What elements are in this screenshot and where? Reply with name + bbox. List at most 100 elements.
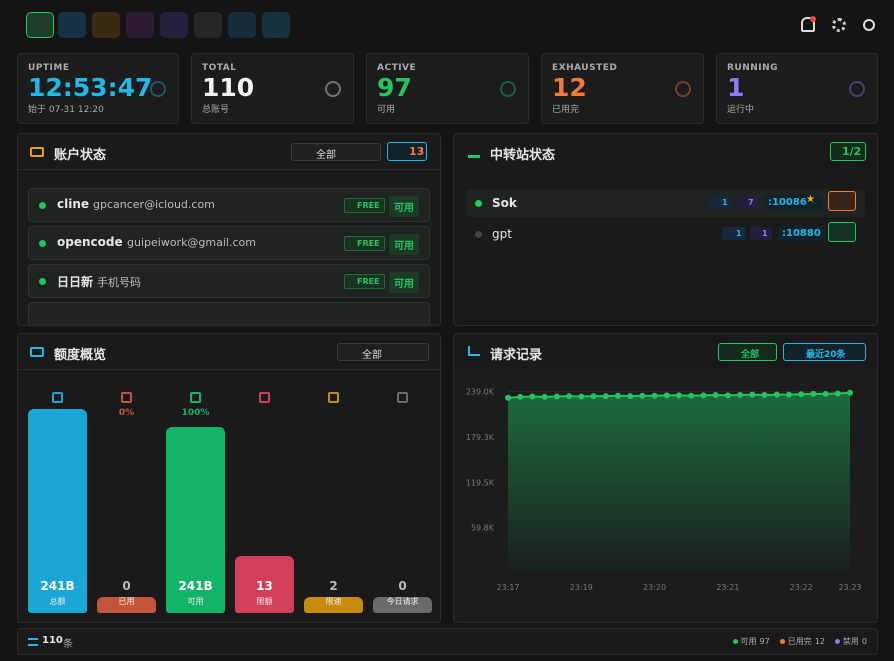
point <box>627 393 634 400</box>
panel-icon <box>30 147 44 157</box>
relay-toggle[interactable] <box>828 222 856 242</box>
quota-panel: 额度概览 全部 241B 总额 0% 0 已用 100% 241B 可用 13 限额 2 限速 0 今日请… <box>17 333 441 623</box>
quota-percent: 100% <box>181 408 210 418</box>
legend-dot <box>834 639 840 644</box>
quota-value: 0 <box>398 579 407 593</box>
stat-label: UPTIME <box>28 63 70 73</box>
quota-bar <box>304 597 363 613</box>
plan-badge: FREE <box>344 236 385 251</box>
stat-sub: 已用完 <box>552 105 580 115</box>
point <box>737 392 744 399</box>
quota-value: 13 <box>256 579 273 593</box>
point <box>529 393 536 400</box>
key-button[interactable] <box>92 12 120 38</box>
relay-row: Sok 1 7:10086 ★ <box>466 190 865 217</box>
theme-icon[interactable] <box>863 19 875 31</box>
status-dot <box>39 240 46 247</box>
stat-sub: 始于 07-31 12:20 <box>28 105 104 115</box>
bell-icon[interactable] <box>801 17 815 32</box>
account-name: 日日新 <box>57 275 94 289</box>
count-badge[interactable]: 13 <box>387 142 427 161</box>
legend-item: 禁用 0 <box>834 636 867 647</box>
filter-select[interactable]: 全部 <box>337 343 429 361</box>
add-button[interactable] <box>26 12 54 38</box>
point <box>602 393 609 400</box>
accounts-panel: 账户状态 全部 13 cline gpcancer@icloud.com FREE 可… <box>17 133 441 326</box>
legend-dot <box>732 639 738 644</box>
quota-bar <box>28 409 87 613</box>
status-dot <box>475 231 482 238</box>
x-tick-label: 23:19 <box>570 583 593 592</box>
point <box>847 389 853 396</box>
stat-sub: 可用 <box>377 105 396 115</box>
quota-bar <box>235 556 294 613</box>
panel-header: 额度概览 全部 <box>18 334 440 370</box>
y-tick-label: 59.8K <box>471 524 495 533</box>
relay-toggle[interactable] <box>828 191 856 211</box>
legend-value: 12 <box>814 637 825 646</box>
stat-label: ACTIVE <box>377 63 417 73</box>
stat-label: EXHAUSTED <box>552 63 618 73</box>
x-tick-label: 23:21 <box>716 583 739 592</box>
quota-value: 241B <box>178 579 213 593</box>
account-name: opencode <box>57 235 123 249</box>
quota-value: 241B <box>40 579 75 593</box>
filter-select[interactable]: 全部 <box>291 143 381 161</box>
quota-label: 可用 <box>187 597 204 606</box>
x-tick-label: 23:17 <box>496 583 519 592</box>
account-row-clipped <box>28 302 430 325</box>
stat-card: TOTAL 110 总账号 <box>191 53 354 124</box>
quota-icon <box>328 392 339 403</box>
x-tick-label: 23:23 <box>838 583 861 592</box>
panel-icon <box>468 146 480 158</box>
legend-value: 97 <box>759 637 770 646</box>
point <box>798 391 805 398</box>
terminal-button[interactable] <box>160 12 188 38</box>
chart-button[interactable] <box>228 12 256 38</box>
point <box>761 392 768 399</box>
relay-row: gpt 1 1:10880 <box>466 221 865 248</box>
stats-button[interactable] <box>126 12 154 38</box>
relay-name: Sok <box>492 196 517 210</box>
settings-icon[interactable] <box>832 18 846 32</box>
panel-title: 账户状态 <box>54 148 107 163</box>
range-button[interactable]: 最近20条 <box>783 343 866 361</box>
status-badge: 可用 <box>389 234 419 255</box>
star-icon: ★ <box>806 194 815 205</box>
stat-card: ACTIVE 97 可用 <box>366 53 529 124</box>
stat-value: 12:53:47 <box>28 73 153 102</box>
legend-item: 已用完 12 <box>779 636 825 647</box>
stat-card: UPTIME 12:53:47 始于 07-31 12:20 <box>17 53 179 124</box>
account-row: cline gpcancer@icloud.com FREE 可用 <box>28 188 430 222</box>
legend-label: 已用完 <box>787 637 812 646</box>
quota-label: 已用 <box>118 597 135 606</box>
stat-icon <box>849 81 865 97</box>
filter-button[interactable]: 全部 <box>718 343 777 361</box>
panel-icon <box>30 347 44 357</box>
quota-bar <box>373 597 432 613</box>
quota-value: 0 <box>122 579 131 593</box>
stat-card: EXHAUSTED 12 已用完 <box>541 53 704 124</box>
legend-item: 可用 97 <box>732 636 770 647</box>
search-button[interactable] <box>58 12 86 38</box>
account-name: cline <box>57 197 90 211</box>
point <box>724 392 731 399</box>
account-email: guipeiwork@gmail.com <box>127 236 256 249</box>
y-tick-label: 179.3K <box>466 433 495 442</box>
point <box>590 393 597 400</box>
quota-bar <box>166 427 225 613</box>
stat-value: 1 <box>727 73 745 102</box>
swap-button[interactable] <box>194 12 222 38</box>
stat-label: RUNNING <box>727 63 779 73</box>
quota-label: 限额 <box>256 597 273 606</box>
point <box>676 392 682 399</box>
stat-icon <box>150 81 166 97</box>
quota-label: 总额 <box>49 597 66 606</box>
list-icon <box>28 638 38 646</box>
key-count: 1 <box>708 196 732 209</box>
status-badge: 可用 <box>389 196 419 217</box>
relay-button[interactable] <box>262 12 290 38</box>
account-row: opencode guipeiwork@gmail.com FREE 可用 <box>28 226 430 260</box>
panel-header: 账户状态 全部 13 <box>18 134 440 170</box>
panel-header: 中转站状态 1/2 <box>454 134 877 170</box>
